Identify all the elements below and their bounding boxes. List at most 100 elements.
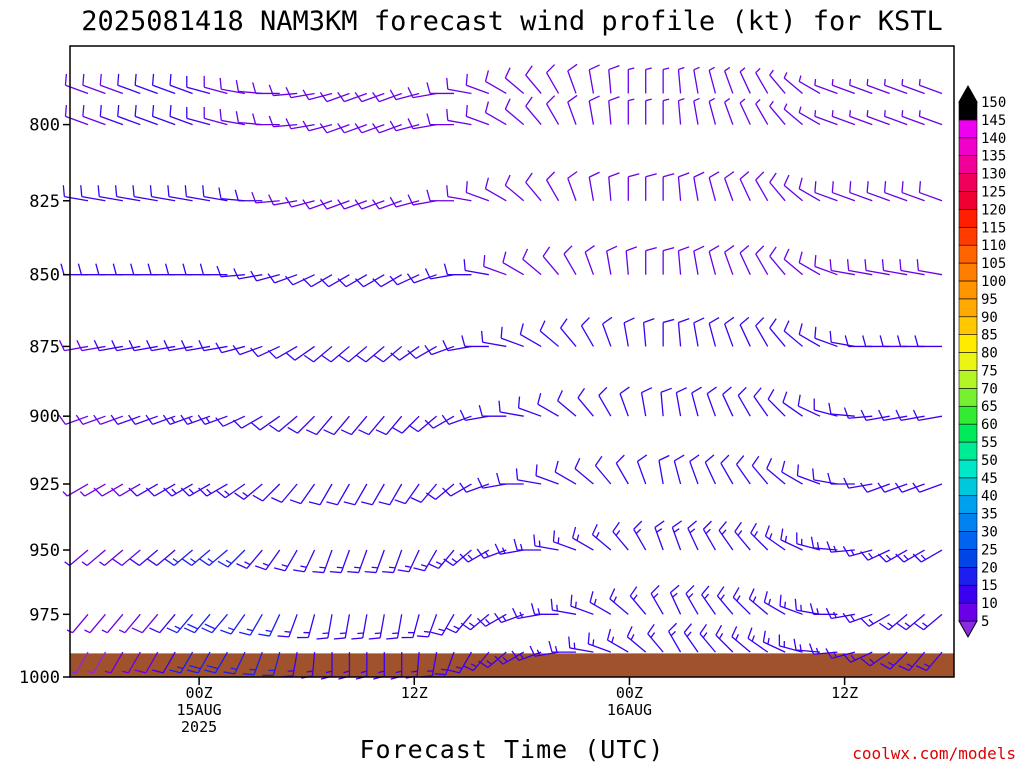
wind-barb	[203, 106, 228, 126]
wind-barb	[413, 549, 438, 572]
wind-barb	[645, 247, 657, 275]
wind-barb	[866, 181, 890, 202]
wind-barb	[525, 96, 542, 126]
wind-barb	[82, 104, 106, 126]
wind-barb	[701, 585, 716, 615]
wind-barb	[147, 263, 176, 276]
wind-barb	[407, 345, 437, 359]
colorbar-label: 145	[981, 113, 1006, 129]
wind-barb	[779, 594, 803, 615]
wind-barb	[808, 643, 838, 655]
wind-barb	[718, 521, 734, 551]
wind-barb	[199, 549, 228, 566]
wind-barb	[284, 274, 315, 286]
wind-barb	[529, 645, 559, 657]
wind-barb	[372, 91, 402, 103]
wind-barb	[814, 110, 838, 126]
wind-barb	[687, 520, 699, 551]
wind-barb	[480, 330, 507, 348]
wind-barb	[629, 586, 647, 615]
wind-barb	[866, 110, 890, 126]
wind-barb	[358, 415, 385, 436]
colorbar-segment	[958, 316, 978, 335]
wind-barb	[232, 415, 263, 429]
wind-barb	[323, 415, 350, 436]
wind-barb	[633, 520, 647, 551]
wind-barb	[895, 409, 925, 421]
wind-barb	[180, 483, 211, 497]
wind-barb	[93, 340, 123, 352]
wind-barb	[77, 263, 106, 276]
wind-barb	[797, 394, 821, 417]
wind-barb	[64, 104, 89, 126]
wind-barb	[219, 109, 245, 126]
wind-barb	[626, 626, 647, 653]
wind-barb	[677, 66, 685, 94]
wind-barb	[708, 171, 720, 201]
wind-barb	[685, 584, 699, 615]
wind-barb	[636, 454, 648, 485]
colorbar-segment	[958, 477, 978, 497]
wind-barb	[128, 483, 159, 497]
wind-barb	[843, 477, 873, 489]
wind-barb	[735, 455, 751, 485]
wind-barb	[80, 185, 106, 202]
colorbar-label: 60	[981, 417, 998, 433]
wind-barb	[99, 73, 124, 95]
wind-barb	[500, 326, 524, 348]
wind-barb	[843, 407, 873, 419]
wind-barb	[879, 651, 908, 670]
wind-barb	[814, 326, 838, 348]
wind-barb	[426, 82, 454, 95]
x-tick-label: 00Z	[616, 684, 643, 702]
wind-barb	[548, 640, 576, 653]
colorbar-segment	[958, 173, 978, 192]
wind-barb	[201, 613, 228, 634]
wind-barb	[881, 259, 908, 276]
wind-barb	[443, 263, 472, 276]
wind-barb	[763, 591, 786, 615]
wind-barb	[535, 464, 559, 485]
wind-barb	[296, 614, 316, 639]
wind-barb	[95, 263, 123, 276]
wind-barb	[442, 483, 472, 497]
wind-barb	[329, 549, 351, 574]
wind-barb	[312, 549, 333, 574]
wind-barb	[151, 73, 176, 95]
colorbar-label: 120	[981, 202, 1006, 218]
wind-barb	[132, 185, 158, 202]
wind-barb	[104, 651, 124, 674]
wind-barb	[424, 415, 455, 429]
wind-barb	[424, 268, 455, 280]
wind-barb	[568, 636, 594, 653]
wind-barb	[267, 345, 298, 359]
wind-barb	[708, 245, 720, 275]
wind-barb	[443, 549, 472, 566]
wind-barb	[683, 623, 699, 653]
wind-barb	[459, 482, 490, 493]
wind-barb	[640, 387, 653, 417]
colorbar-segment	[958, 101, 978, 121]
wind-barb	[706, 386, 717, 417]
wind-barbs	[58, 63, 943, 680]
wind-barb	[268, 115, 298, 128]
wind-barb	[262, 651, 281, 677]
wind-barb	[198, 340, 228, 352]
wind-barb	[796, 464, 821, 485]
colorbar-label: 115	[981, 220, 1006, 236]
colorbar-segment	[958, 280, 978, 300]
wind-barb	[602, 316, 613, 347]
wind-barb	[580, 317, 594, 347]
wind-barb	[612, 521, 629, 551]
wind-barb	[606, 245, 618, 275]
wind-barb	[382, 549, 403, 574]
wind-barb	[724, 98, 734, 125]
wind-barb	[826, 541, 855, 553]
wind-barb	[215, 342, 246, 354]
wind-barb	[251, 191, 280, 204]
colorbar-label: 10	[981, 596, 998, 612]
colorbar-segment	[958, 423, 978, 443]
colorbar-label: 110	[981, 238, 1006, 254]
wind-barb	[410, 483, 438, 503]
wind-barb	[627, 98, 635, 125]
